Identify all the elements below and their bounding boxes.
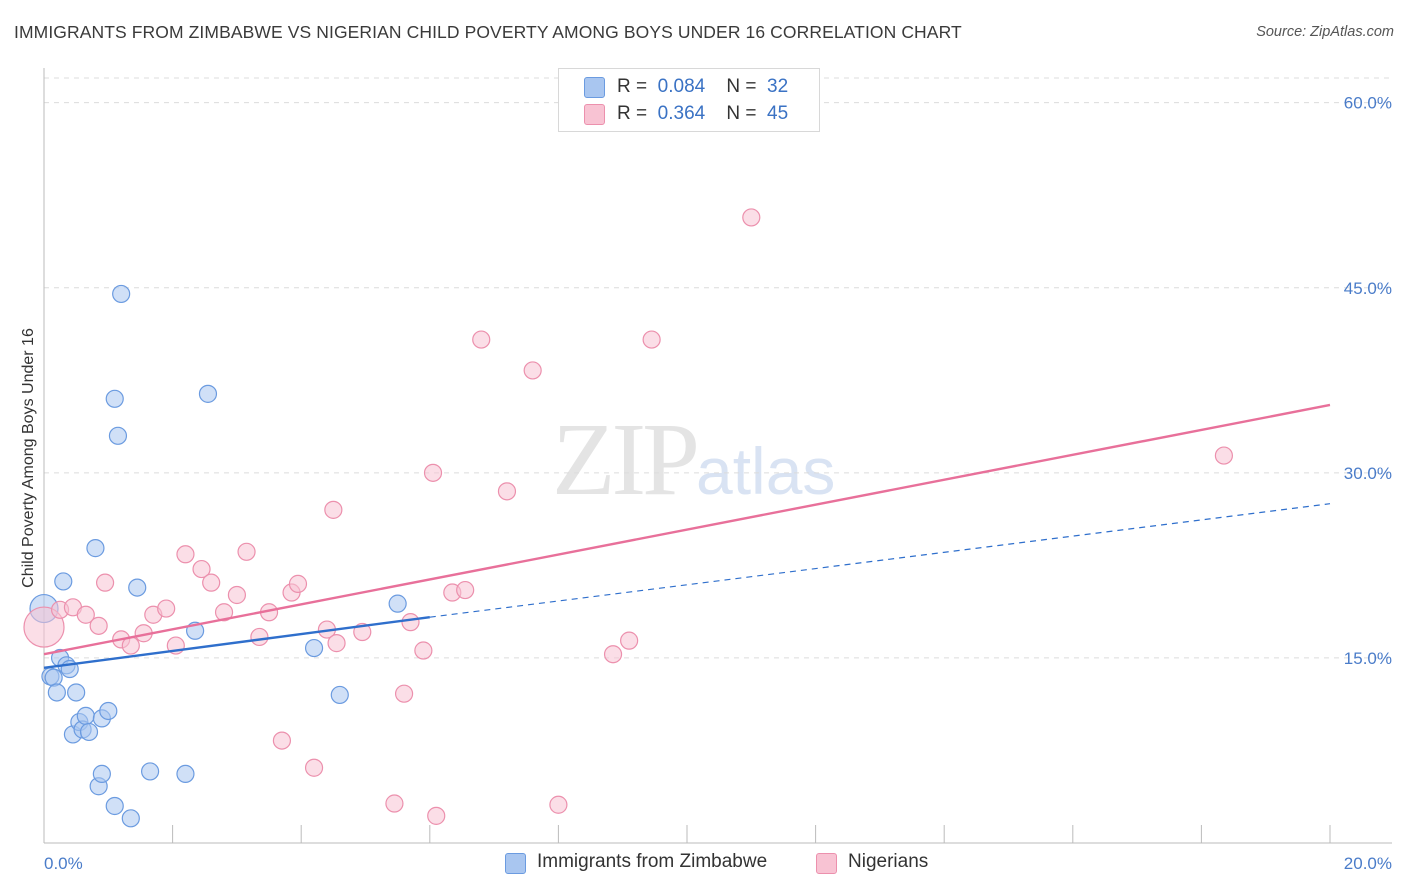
legend-text-nigerians: R = 0.364 N = 45 [617, 103, 788, 125]
data-point [227, 585, 246, 605]
trend-line-0 [43, 616, 430, 669]
y-tick-labels: 15.0% 30.0% 45.0% 60.0% [1344, 94, 1392, 668]
data-point [76, 605, 95, 624]
data-point [414, 641, 433, 660]
data-point [105, 389, 124, 408]
data-point [250, 627, 269, 647]
data-point [330, 685, 349, 705]
data-point [54, 572, 73, 591]
data-point [23, 606, 65, 648]
chart-title: IMMIGRANTS FROM ZIMBABWE VS NIGERIAN CHI… [14, 22, 962, 42]
data-point [394, 684, 414, 703]
data-point [86, 539, 105, 558]
axes [43, 68, 1392, 844]
data-point [456, 580, 475, 600]
legend-n-value: 45 [767, 103, 789, 124]
data-point [237, 542, 256, 561]
data-point [385, 794, 404, 813]
legend: R = 0.084 N = 32 R = 0.364 N = 45 [558, 68, 820, 132]
data-point [272, 731, 292, 750]
data-point [95, 573, 115, 592]
data-point [423, 463, 443, 482]
y-tick-label: 60.0% [1344, 94, 1392, 113]
legend-swatch-zimbabwe [584, 77, 605, 98]
data-point [288, 574, 308, 593]
data-point [214, 603, 234, 622]
data-point [401, 613, 420, 632]
watermark: ZIPatlas [552, 400, 835, 519]
legend-n-label: N = [726, 103, 757, 124]
data-point [324, 500, 343, 519]
data-point [198, 384, 218, 403]
data-point [44, 668, 63, 687]
legend-r-label: R = [617, 76, 648, 97]
y-tick-label: 30.0% [1344, 464, 1392, 483]
trend-line-1 [43, 403, 1331, 656]
data-point [388, 594, 407, 613]
data-point [128, 578, 147, 597]
watermark-zip: ZIP [552, 402, 700, 517]
data-point [157, 599, 176, 618]
data-point [92, 764, 111, 784]
data-point [620, 631, 639, 650]
y-tick-label: 45.0% [1344, 279, 1392, 298]
y-tick-label: 15.0% [1344, 649, 1392, 668]
data-point [108, 426, 128, 445]
data-point [523, 361, 542, 380]
data-point [76, 706, 95, 726]
trend-extension-0 [429, 503, 1331, 618]
data-point [742, 208, 761, 227]
data-point [79, 722, 99, 742]
x-tick-min: 0.0% [44, 854, 83, 873]
legend-n-value: 32 [767, 76, 789, 97]
data-point [202, 573, 221, 592]
legend-text-zimbabwe: R = 0.084 N = 32 [617, 76, 788, 98]
data-point [140, 762, 160, 781]
data-point [497, 482, 517, 501]
bottom-legend-swatch-zimbabwe [505, 853, 526, 874]
legend-swatch-nigerians [584, 104, 605, 125]
data-point [121, 809, 140, 828]
grid-lines [44, 77, 1392, 659]
data-point [427, 806, 446, 825]
data-point [176, 764, 195, 784]
bottom-legend-label-nigerians: Nigerians [848, 851, 929, 872]
data-point [105, 796, 124, 816]
data-point [112, 284, 131, 304]
data-point [304, 638, 324, 658]
data-point [549, 795, 568, 814]
data-point [67, 683, 86, 702]
source-label: Source: ZipAtlas.com [1256, 24, 1394, 40]
data-point [1214, 446, 1234, 465]
legend-n-label: N = [726, 76, 757, 97]
watermark-atlas: atlas [696, 434, 836, 508]
data-point [472, 330, 491, 349]
legend-r-label: R = [617, 103, 648, 124]
data-point [47, 683, 66, 702]
legend-r-value: 0.364 [657, 103, 706, 124]
data-point [192, 559, 211, 579]
x-tick-max: 20.0% [1344, 854, 1392, 873]
data-point [642, 330, 661, 349]
data-point [99, 701, 118, 721]
trend-lines [43, 403, 1331, 669]
data-point [176, 545, 195, 564]
data-point [603, 645, 623, 664]
y-axis-label: Child Poverty Among Boys Under 16 [20, 328, 37, 588]
data-point [327, 634, 346, 653]
series-zimbabwe-points [29, 284, 407, 828]
bottom-legend-swatch-nigerians [816, 853, 837, 874]
bottom-legend-label-zimbabwe: Immigrants from Zimbabwe [537, 851, 768, 872]
series-nigerians-points [23, 208, 1234, 825]
data-point [89, 616, 108, 635]
legend-r-value: 0.084 [657, 76, 706, 97]
data-point [304, 758, 324, 777]
